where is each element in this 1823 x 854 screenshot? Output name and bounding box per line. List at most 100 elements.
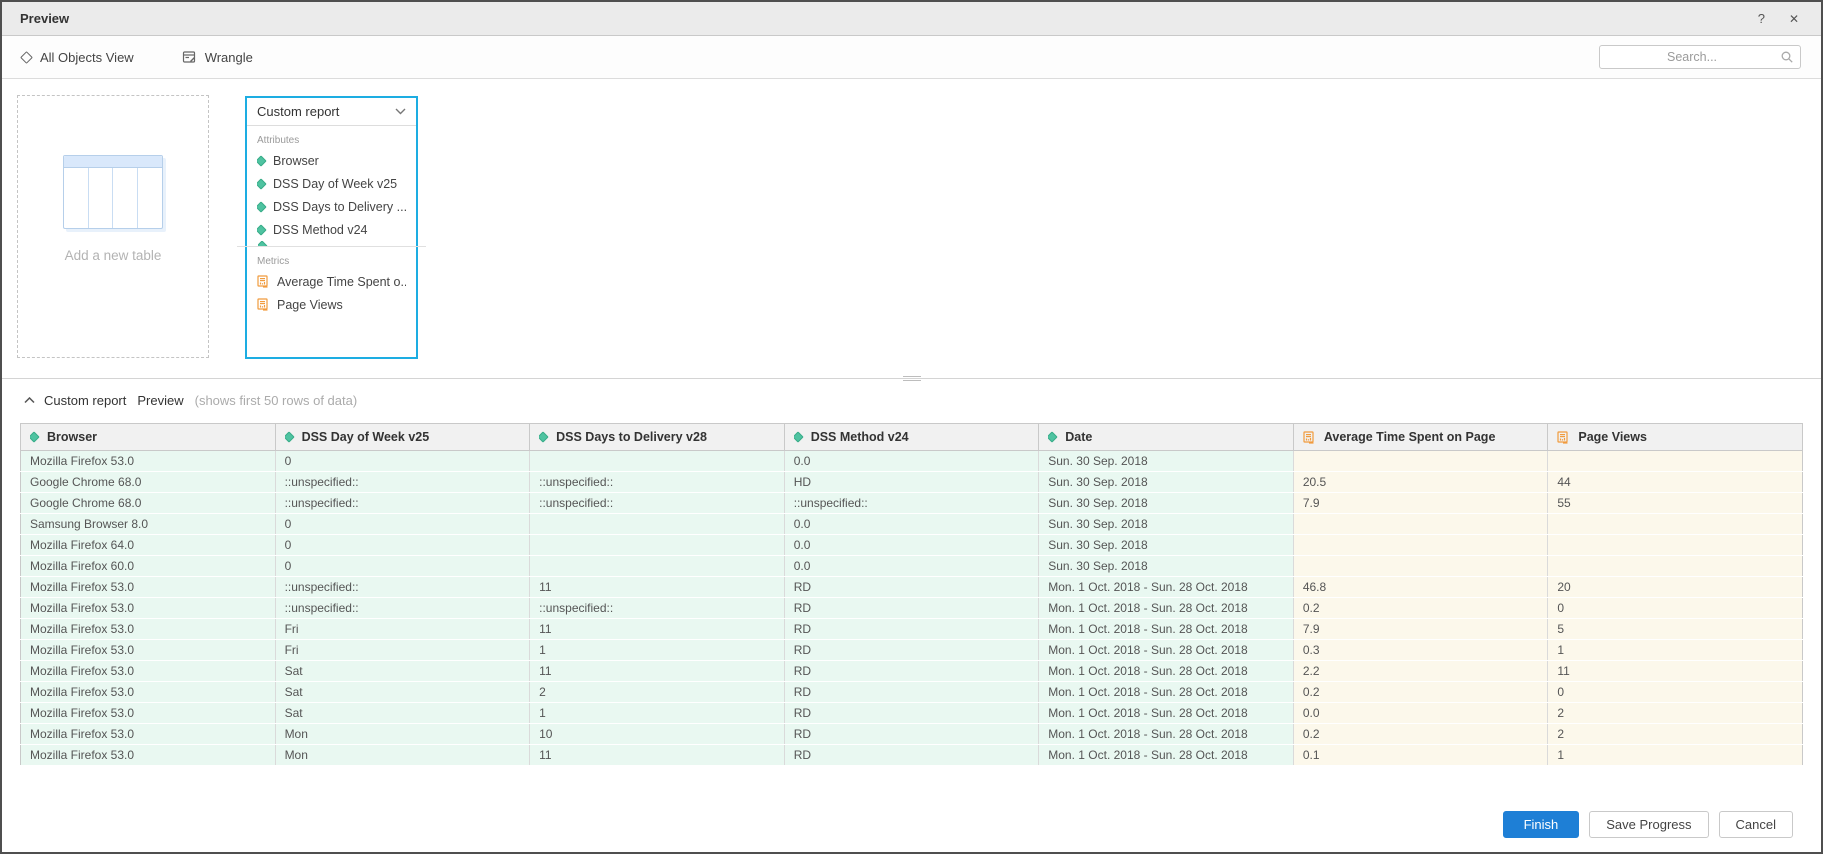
dataset-selector[interactable]: Custom report <box>247 98 416 126</box>
metric-report-icon <box>257 275 269 288</box>
table-cell: RD <box>784 702 1040 724</box>
table-row: Mozilla Firefox 53.0 Fri 1 RD Mon. 1 Oct. 20… <box>20 639 1803 661</box>
table-cell: 0.2 <box>1293 597 1549 619</box>
table-placeholder-header-band <box>64 156 162 168</box>
table-cell: Sat <box>275 702 531 724</box>
attribute-diamond-icon <box>539 431 549 443</box>
attribute-item-label: DSS Day of Week v25 <box>273 176 398 191</box>
all-objects-view-button[interactable]: All Objects View <box>20 50 134 65</box>
table-cell: ::unspecified:: <box>275 597 531 619</box>
attribute-diamond-icon <box>284 431 295 443</box>
table-cell: 1 <box>529 702 785 724</box>
table-cell: Mon. 1 Oct. 2018 - Sun. 28 Oct. 2018 <box>1038 618 1294 640</box>
table-cell: Mozilla Firefox 53.0 <box>20 639 276 661</box>
chevron-down-icon <box>395 108 406 115</box>
preview-section: Custom report Preview (shows first 50 ro… <box>2 376 1821 852</box>
table-cell: 11 <box>529 618 785 640</box>
dataset-panel-body: Attributes Browser DSS Day of Week v25 DSS… <box>247 126 416 246</box>
column-header-label: Browser <box>47 430 98 444</box>
table-cell <box>1547 513 1803 535</box>
attribute-diamond-icon <box>1048 431 1058 443</box>
save-progress-button[interactable]: Save Progress <box>1589 811 1709 838</box>
table-cell <box>529 555 785 577</box>
table-cell: 0.3 <box>1293 639 1549 661</box>
table-row: Samsung Browser 8.0 0 0.0 Sun. 30 Sep. 2018 <box>20 513 1803 535</box>
column-header: Date <box>1038 423 1294 451</box>
table-cell: Mozilla Firefox 64.0 <box>20 534 276 556</box>
attribute-item[interactable]: DSS Method v24 <box>257 218 406 241</box>
table-cell <box>529 534 785 556</box>
table-cell: Mozilla Firefox 53.0 <box>20 681 276 703</box>
table-cell: 1 <box>1547 639 1803 661</box>
metric-item-label: Page Views <box>277 297 343 312</box>
table-cell <box>1293 534 1549 556</box>
table-cell <box>1293 450 1549 472</box>
table-cell: Google Chrome 68.0 <box>20 471 276 493</box>
attribute-diamond-icon <box>30 431 40 443</box>
add-new-table-dropzone[interactable]: Add a new table <box>17 95 209 358</box>
column-header-label: Page Views <box>1578 430 1647 444</box>
collapse-caret-icon[interactable] <box>24 397 35 404</box>
table-cell: 20.5 <box>1293 471 1549 493</box>
table-cell: 7.9 <box>1293 492 1549 514</box>
table-cell: Sun. 30 Sep. 2018 <box>1038 450 1294 472</box>
close-icon[interactable]: ✕ <box>1788 11 1799 26</box>
table-placeholder-col <box>64 156 89 228</box>
table-cell <box>529 513 785 535</box>
table-placeholder-icon <box>63 155 163 229</box>
table-cell: Sat <box>275 681 531 703</box>
table-cell: 10 <box>529 723 785 745</box>
table-cell: 44 <box>1547 471 1803 493</box>
table-cell: 20 <box>1547 576 1803 598</box>
table-cell: 7.9 <box>1293 618 1549 640</box>
table-row: Mozilla Firefox 53.0::unspecified:: 11 RD M… <box>20 576 1803 598</box>
attributes-group-label: Attributes <box>257 135 300 146</box>
table-row: Google Chrome 68.0::unspecified::::unspe… <box>20 492 1803 514</box>
table-cell: Fri <box>275 639 531 661</box>
table-cell: Sat <box>275 660 531 682</box>
table-cell: 11 <box>529 576 785 598</box>
table-cell <box>1547 450 1803 472</box>
table-row: Mozilla Firefox 53.0::unspecified::::uns… <box>20 597 1803 619</box>
metrics-list: Average Time Spent o... Page Views <box>257 270 406 316</box>
table-cell: 0 <box>1547 597 1803 619</box>
column-header: Average Time Spent on Page <box>1293 423 1549 451</box>
metric-item[interactable]: Average Time Spent o... <box>257 270 406 293</box>
table-cell: 11 <box>529 660 785 682</box>
table-cell <box>529 450 785 472</box>
table-cell: 0.0 <box>1293 702 1549 724</box>
attribute-item[interactable]: DSS Day of Week v25 <box>257 172 406 195</box>
table-cell: 0.0 <box>784 513 1040 535</box>
table-cell: 0 <box>275 555 531 577</box>
table-cell: Mozilla Firefox 53.0 <box>20 450 276 472</box>
table-cell: ::unspecified:: <box>275 492 531 514</box>
dataset-selector-value: Custom report <box>257 104 340 119</box>
column-header: Page Views <box>1547 423 1803 451</box>
table-row: Mozilla Firefox 53.0 Sat 2 RD Mon. 1 Oct. 20… <box>20 681 1803 703</box>
table-cell: Mozilla Firefox 60.0 <box>20 555 276 577</box>
finish-button[interactable]: Finish <box>1502 811 1580 838</box>
preview-table-wrapper: Browser DSS Day of Week v25 DSS Days to De… <box>20 423 1803 766</box>
table-cell: 11 <box>529 744 785 766</box>
table-cell: 0.0 <box>784 555 1040 577</box>
title-bar: Preview ? ✕ <box>2 2 1821 36</box>
table-cell: 0 <box>275 450 531 472</box>
table-row: Mozilla Firefox 53.0 0 0.0 Sun. 30 Sep. 201… <box>20 450 1803 472</box>
wrangle-button[interactable]: Wrangle <box>182 50 253 65</box>
attribute-item[interactable]: DSS Days to Delivery ... <box>257 195 406 218</box>
help-icon[interactable]: ? <box>1757 11 1765 26</box>
column-header: DSS Method v24 <box>784 423 1040 451</box>
cancel-button[interactable]: Cancel <box>1718 811 1793 838</box>
table-cell: Sun. 30 Sep. 2018 <box>1038 492 1294 514</box>
table-row: Google Chrome 68.0::unspecified::::unspe… <box>20 471 1803 493</box>
table-cell: Fri <box>275 618 531 640</box>
preview-label: Preview <box>137 393 184 408</box>
metric-item[interactable]: Page Views <box>257 293 406 316</box>
canvas-area: Add a new table Custom report Attributes… <box>2 79 1821 379</box>
attribute-item[interactable]: Browser <box>257 149 406 172</box>
search-input[interactable] <box>1599 45 1801 69</box>
splitter-handle[interactable] <box>902 373 921 382</box>
metric-item-label: Average Time Spent o... <box>277 274 406 289</box>
table-cell: Mon. 1 Oct. 2018 - Sun. 28 Oct. 2018 <box>1038 702 1294 724</box>
